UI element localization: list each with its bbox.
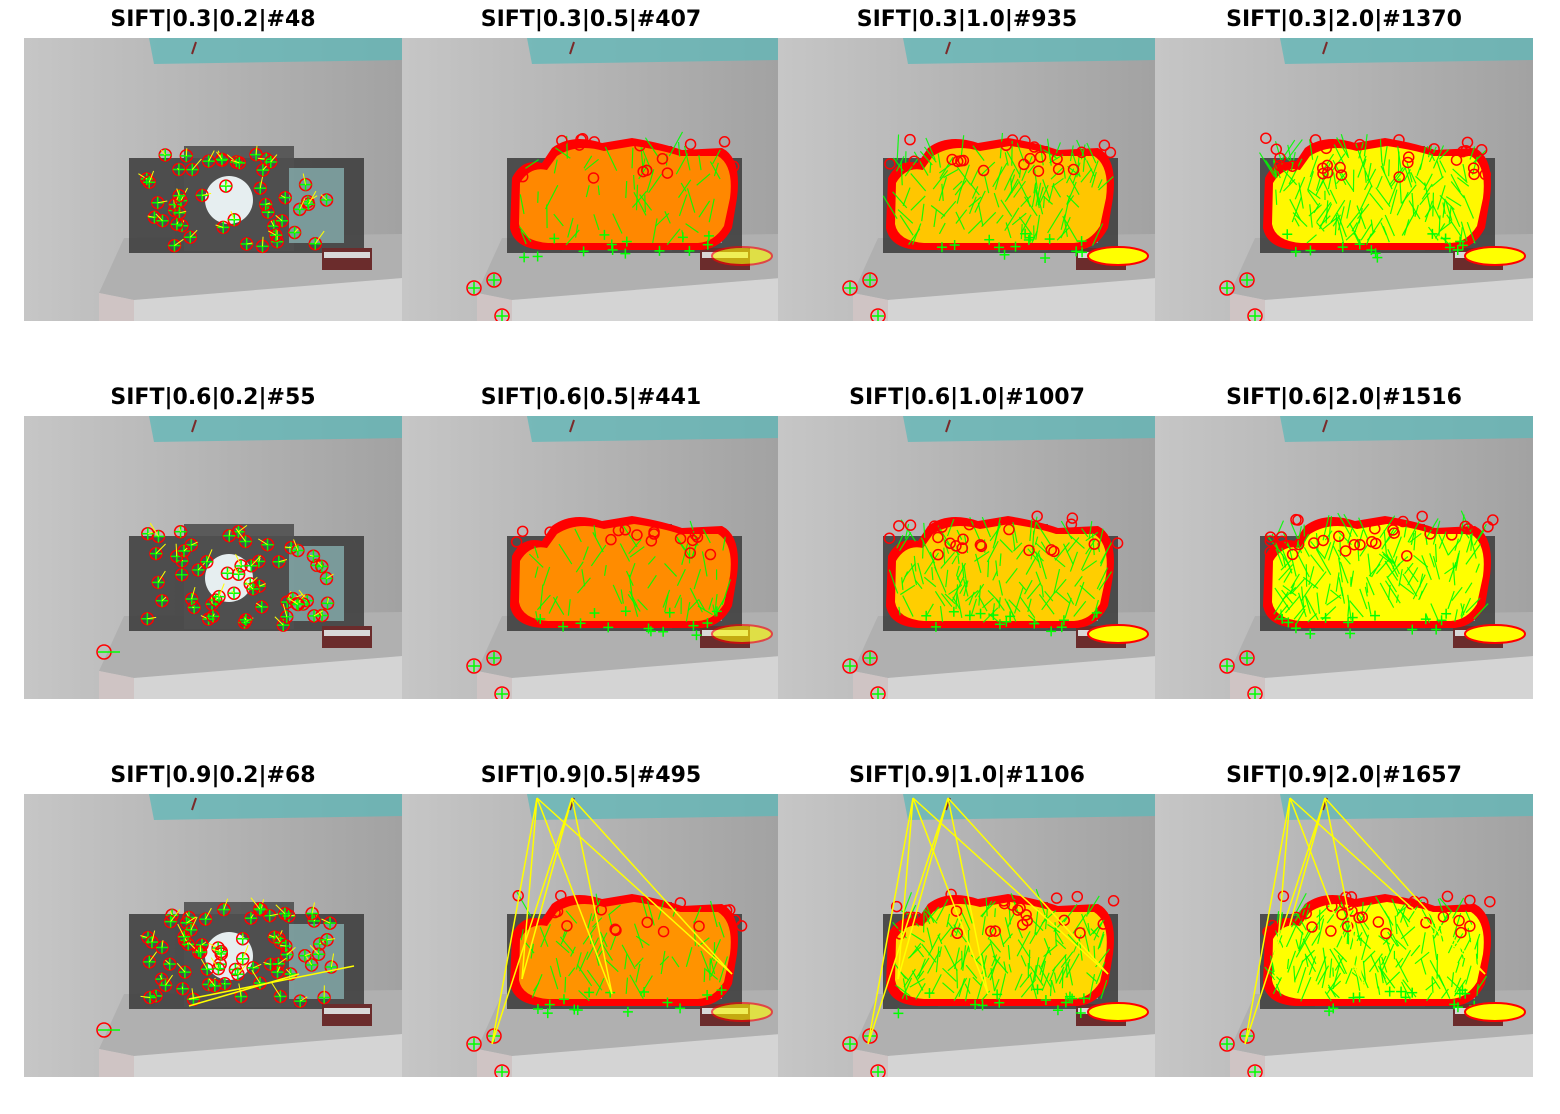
stereo-scene-svg: [24, 38, 402, 321]
panel-title: SIFT|0.3|2.0|#1370: [1226, 7, 1462, 32]
feature-matches-overlay: [466, 516, 773, 699]
match-visualization-image: [778, 416, 1156, 699]
match-visualization-image: [402, 794, 780, 1077]
scene-background: [24, 416, 402, 699]
panel-title: SIFT|0.6|0.2|#55: [110, 385, 316, 410]
feature-matches-overlay: [466, 131, 773, 321]
stereo-scene-svg: [778, 38, 1156, 321]
panel-title: SIFT|0.6|1.0|#1007: [849, 385, 1085, 410]
stereo-scene-svg: [402, 38, 780, 321]
stereo-scene-svg: [402, 416, 780, 699]
match-visualization-image: [778, 794, 1156, 1077]
feature-matches-overlay: [466, 797, 773, 1077]
feature-matches-overlay: [1219, 510, 1526, 699]
stereo-scene-svg: [1155, 416, 1533, 699]
match-visualization-image: [402, 416, 780, 699]
match-visualization-image: [24, 416, 402, 699]
match-visualization-image: [1155, 794, 1533, 1077]
stereo-scene-svg: [24, 416, 402, 699]
match-visualization-image: [778, 38, 1156, 321]
panel-title: SIFT|0.9|0.5|#495: [480, 763, 702, 788]
stereo-scene-svg: [24, 794, 402, 1077]
match-visualization-image: [24, 794, 402, 1077]
panel-title: SIFT|0.3|1.0|#935: [856, 7, 1078, 32]
panel-title: SIFT|0.9|1.0|#1106: [849, 763, 1085, 788]
match-visualization-image: [1155, 38, 1533, 321]
feature-matches-overlay: [842, 797, 1149, 1077]
feature-matches-overlay: [96, 897, 355, 1038]
stereo-scene-svg: [1155, 794, 1533, 1077]
stereo-scene-svg: [1155, 38, 1533, 321]
panel-title: SIFT|0.6|0.5|#441: [480, 385, 702, 410]
feature-matches-overlay: [138, 145, 334, 254]
match-visualization-image: [402, 38, 780, 321]
panel-title: SIFT|0.9|2.0|#1657: [1226, 763, 1462, 788]
panel-title: SIFT|0.3|0.5|#407: [480, 7, 702, 32]
stereo-scene-svg: [402, 794, 780, 1077]
feature-matches-overlay: [842, 510, 1149, 699]
match-visualization-image: [1155, 416, 1533, 699]
feature-matches-overlay: [96, 522, 335, 660]
panel-title: SIFT|0.9|0.2|#68: [110, 763, 316, 788]
match-visualization-image: [24, 38, 402, 321]
stereo-scene-svg: [778, 794, 1156, 1077]
feature-matches-overlay: [1219, 797, 1526, 1077]
feature-matches-overlay: [842, 132, 1149, 321]
scene-background: [24, 794, 402, 1077]
panel-title: SIFT|0.3|0.2|#48: [110, 7, 316, 32]
feature-matches-overlay: [1219, 132, 1526, 321]
stereo-scene-svg: [778, 416, 1156, 699]
scene-background: [24, 38, 402, 321]
panel-title: SIFT|0.6|2.0|#1516: [1226, 385, 1462, 410]
